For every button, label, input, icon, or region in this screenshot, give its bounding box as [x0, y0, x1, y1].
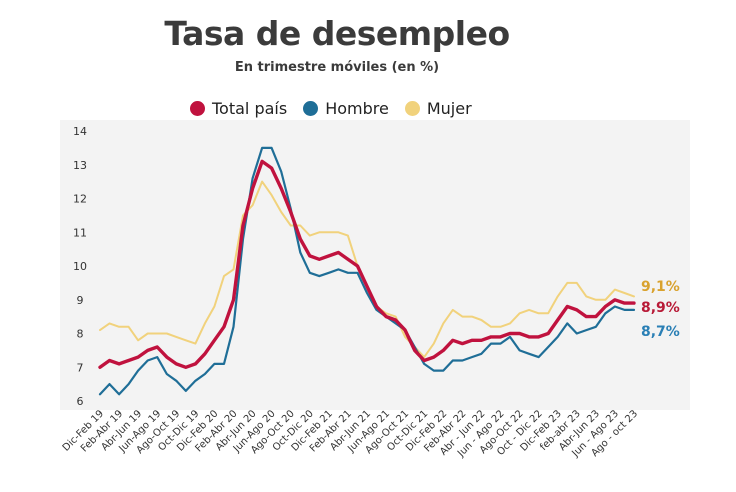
plot-area: [60, 120, 690, 410]
chart-subtitle: En trimestre móviles (en %): [234, 60, 440, 75]
series-line-hombre: [98, 146, 636, 396]
legend-swatch-mujer: [404, 101, 420, 116]
legend-label-hombre: Hombre: [325, 99, 389, 118]
legend-swatch-total: [190, 101, 205, 116]
legend-item-mujer: Mujer: [404, 99, 472, 118]
legend-label-total: Total país: [212, 99, 288, 118]
y-tick-label: 9: [77, 294, 84, 307]
y-tick-label: 6: [77, 395, 84, 408]
legend-item-hombre: Hombre: [303, 99, 389, 118]
end-value-label: 8,7%: [641, 324, 680, 340]
end-value-label: 9,1%: [641, 279, 680, 295]
legend-swatch-hombre: [303, 101, 319, 116]
end-value-label: 8,9%: [641, 300, 680, 316]
legend-label-mujer: Mujer: [426, 99, 472, 118]
chart-legend: Total país Hombre Mujer: [190, 99, 472, 118]
y-tick-label: 13: [73, 159, 87, 172]
y-tick-label: 11: [73, 226, 87, 239]
chart-title: Tasa de desempleo: [164, 14, 510, 53]
y-tick-label: 10: [73, 260, 87, 273]
series-line-total-pais: [98, 159, 636, 369]
y-tick-label: 12: [73, 193, 87, 206]
y-tick-label: 14: [73, 125, 87, 138]
y-tick-label: 8: [77, 328, 84, 341]
legend-item-total: Total país: [190, 99, 287, 118]
y-tick-label: 7: [77, 361, 84, 374]
